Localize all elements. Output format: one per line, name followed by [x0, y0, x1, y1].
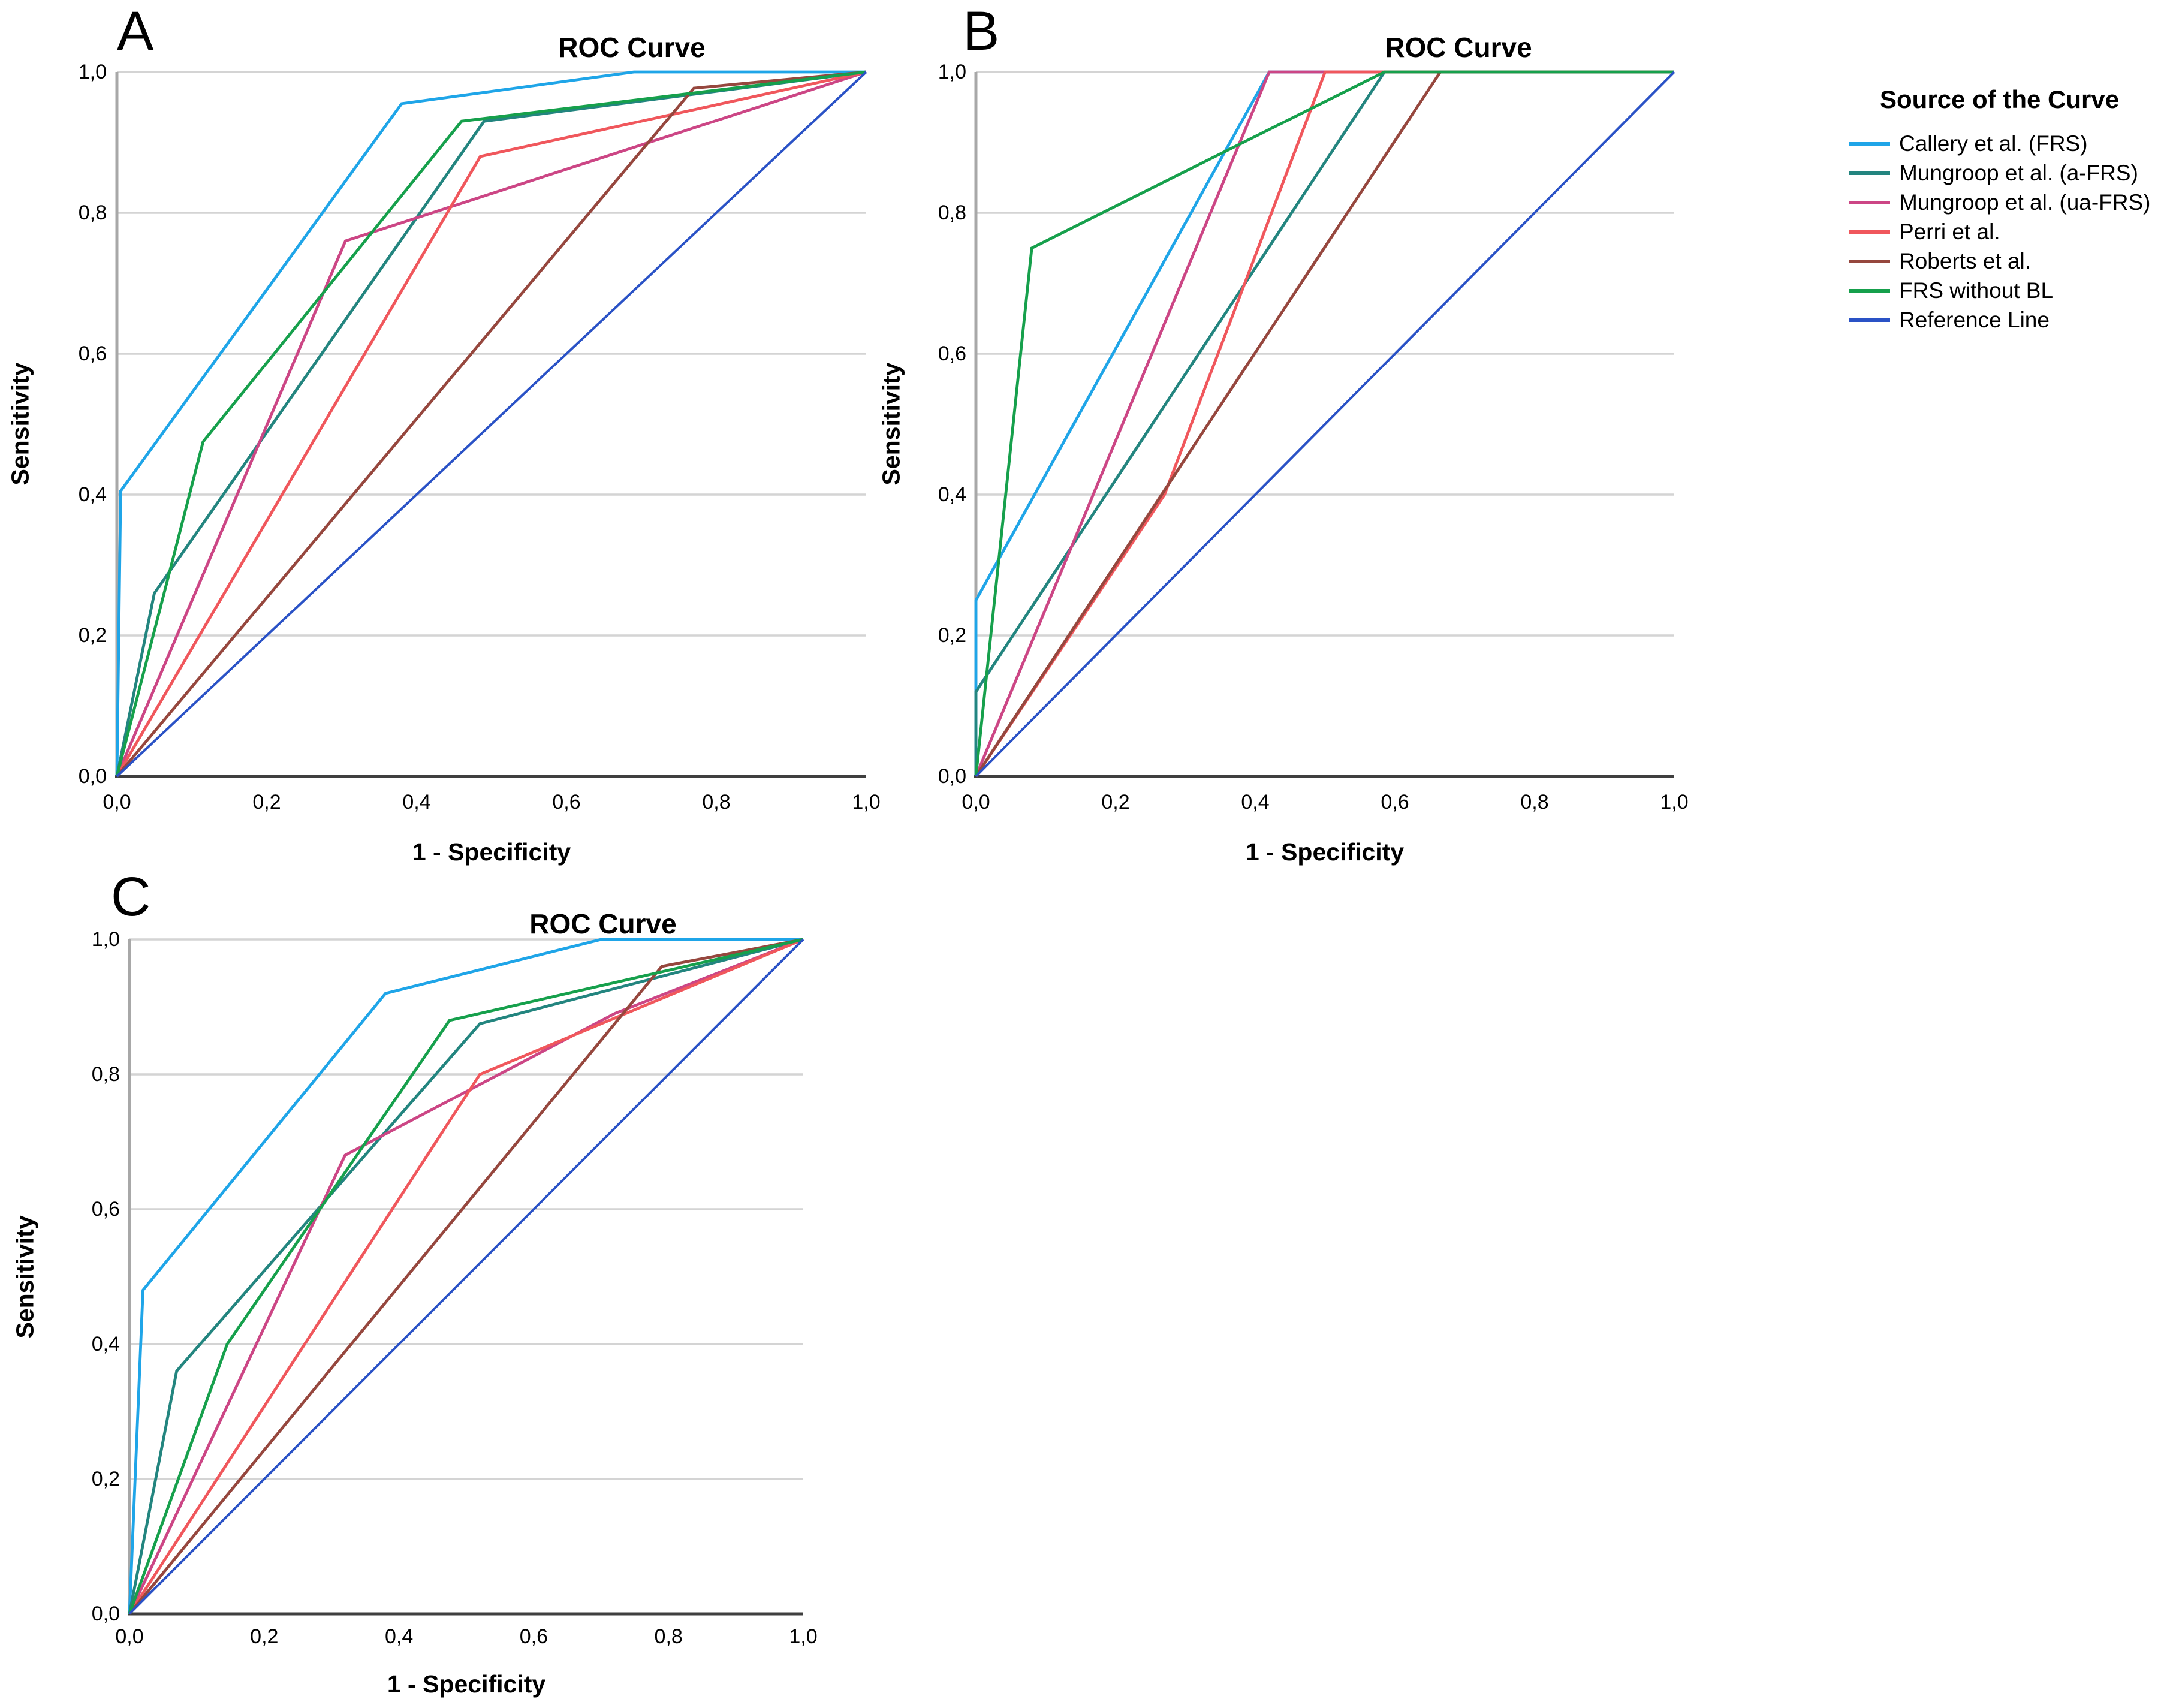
plot-area-c: [128, 938, 804, 1616]
y-tick-label: 0,8: [938, 201, 966, 224]
y-tick-label: 0,8: [91, 1063, 120, 1086]
roc-curve-callery-et-al-frs: [115, 70, 866, 777]
legend-line-swatch: [1849, 289, 1890, 293]
legend-line-swatch: [1849, 142, 1890, 146]
x-tick-label: 0,2: [1101, 791, 1130, 814]
legend-line-swatch: [1849, 171, 1890, 175]
y-tick-label: 0,6: [938, 342, 966, 365]
y-tick-label: 0,4: [78, 483, 107, 506]
chart-title-a: ROC Curve: [558, 32, 706, 63]
y-tick-label: 1,0: [91, 928, 120, 951]
roc-curve-frs-without-bl: [128, 938, 804, 1614]
y-tick-label: 0,4: [938, 483, 966, 506]
y-tick-label: 0,6: [91, 1198, 120, 1221]
legend-line-swatch: [1849, 230, 1890, 234]
x-tick-label: 1,0: [852, 791, 881, 814]
x-tick-label: 0,0: [115, 1625, 144, 1648]
legend-title: Source of the Curve: [1880, 85, 2120, 113]
legend-line-swatch: [1849, 201, 1890, 204]
x-tick-label: 0,8: [702, 791, 731, 814]
x-tick-label: 0,8: [1520, 791, 1549, 814]
panel-letter-a: A: [117, 1, 154, 62]
x-tick-label: 0,2: [250, 1625, 279, 1648]
y-tick-label: 0,8: [78, 201, 107, 224]
y-tick-label: 0,0: [78, 765, 107, 788]
roc-curve-perri-et-al: [115, 70, 867, 778]
panel-letter-b: B: [963, 1, 1000, 62]
legend-item-label: Perri et al.: [1899, 219, 2000, 244]
roc-curve-reference-line: [975, 71, 1675, 778]
x-tick-label: 0,2: [252, 791, 281, 814]
x-tick-label: 0,6: [552, 791, 581, 814]
roc-curve-perri-et-al: [128, 938, 804, 1615]
y-axis-label-b: Sensitivity: [877, 362, 905, 486]
roc-curve-callery-et-al-frs: [128, 938, 803, 1614]
panel-letter-c: C: [111, 866, 151, 927]
x-axis-label-b: 1 - Specificity: [1245, 838, 1405, 866]
x-axis-label-a: 1 - Specificity: [412, 838, 571, 866]
roc-curve-reference-line: [116, 71, 867, 778]
legend-item-label: Callery et al. (FRS): [1899, 131, 2088, 156]
legend-line-swatch: [1849, 260, 1890, 263]
y-tick-label: 0,0: [938, 765, 966, 788]
y-tick-label: 1,0: [78, 61, 107, 83]
x-tick-label: 0,6: [519, 1625, 548, 1648]
x-tick-label: 1,0: [1660, 791, 1689, 814]
x-tick-label: 0,4: [384, 1625, 414, 1648]
x-tick-label: 0,6: [1381, 791, 1409, 814]
x-axis-label-c: 1 - Specificity: [387, 1670, 546, 1698]
y-axis-label-a: Sensitivity: [6, 362, 34, 486]
legend-line-swatch: [1849, 318, 1890, 322]
y-tick-label: 0,6: [78, 342, 107, 365]
plot-area-b: [974, 70, 1675, 778]
roc-curve-frs-without-bl: [974, 70, 1674, 777]
x-tick-label: 0,0: [103, 791, 131, 814]
x-tick-label: 0,4: [1241, 791, 1270, 814]
legend-item-label: Mungroop et al. (a-FRS): [1899, 161, 2138, 185]
x-tick-label: 1,0: [789, 1625, 818, 1648]
x-tick-label: 0,0: [962, 791, 990, 814]
chart-title-c: ROC Curve: [529, 908, 677, 939]
legend-item-label: Roberts et al.: [1899, 249, 2032, 273]
roc-curve-mungroop-et-al-ua-frs: [115, 70, 867, 777]
legend-item-label: Reference Line: [1899, 308, 2050, 332]
roc-curve-mungroop-et-al-ua-frs: [128, 938, 804, 1615]
roc-curve-roberts-et-al: [128, 938, 804, 1615]
y-tick-label: 0,0: [91, 1602, 120, 1625]
x-tick-label: 0,8: [654, 1625, 683, 1648]
chart-title-b: ROC Curve: [1385, 32, 1532, 63]
roc-curve-reference-line: [128, 938, 804, 1615]
y-tick-label: 1,0: [938, 61, 966, 83]
roc-curve-frs-without-bl: [115, 70, 867, 777]
y-tick-label: 0,2: [91, 1468, 120, 1490]
legend-item-label: FRS without BL: [1899, 278, 2054, 303]
y-tick-label: 0,2: [78, 624, 107, 647]
legend-item-label: Mungroop et al. (ua-FRS): [1899, 190, 2151, 215]
x-tick-label: 0,4: [402, 791, 431, 814]
y-tick-label: 0,4: [91, 1333, 120, 1355]
y-axis-label-c: Sensitivity: [11, 1215, 39, 1339]
plot-area-a: [115, 70, 867, 778]
roc-curve-roberts-et-al: [116, 70, 867, 778]
y-tick-label: 0,2: [938, 624, 966, 647]
